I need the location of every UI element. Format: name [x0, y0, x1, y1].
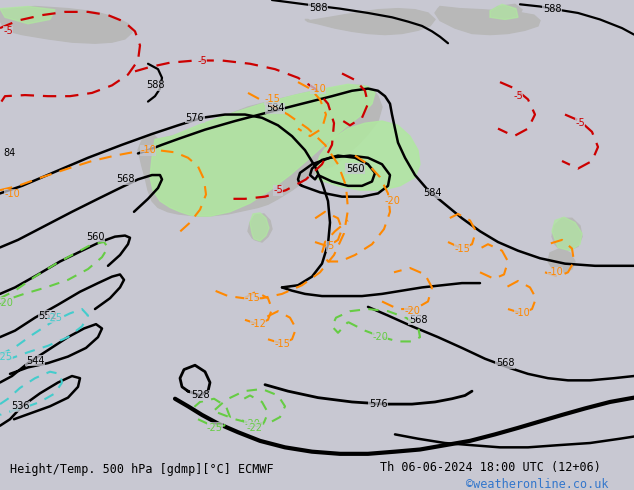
Polygon shape	[490, 4, 518, 20]
Text: 576: 576	[186, 113, 204, 123]
Text: 544: 544	[26, 356, 44, 366]
Polygon shape	[488, 4, 522, 20]
Text: -25: -25	[47, 313, 63, 323]
Text: 560: 560	[346, 164, 365, 173]
Text: 5: 5	[327, 242, 333, 251]
Text: -10: -10	[547, 268, 563, 277]
Text: ©weatheronline.co.uk: ©weatheronline.co.uk	[466, 478, 609, 490]
Polygon shape	[248, 214, 272, 242]
Text: -20: -20	[372, 332, 388, 342]
Polygon shape	[552, 218, 582, 251]
Text: -5: -5	[575, 118, 585, 128]
Text: 576: 576	[369, 399, 387, 409]
Text: -22: -22	[247, 423, 263, 433]
Text: -15: -15	[454, 244, 470, 253]
Text: 588: 588	[543, 3, 561, 14]
Text: 568: 568	[116, 174, 134, 184]
Text: Th 06-06-2024 18:00 UTC (12+06): Th 06-06-2024 18:00 UTC (12+06)	[380, 461, 601, 473]
Text: -5: -5	[197, 55, 207, 66]
Text: 552: 552	[39, 311, 57, 320]
Polygon shape	[250, 213, 269, 241]
Polygon shape	[138, 85, 382, 216]
Polygon shape	[552, 217, 582, 251]
Text: -5: -5	[3, 26, 13, 36]
Text: -10: -10	[4, 190, 20, 199]
Text: -25: -25	[207, 423, 223, 433]
Text: -10: -10	[514, 308, 530, 318]
Text: -10: -10	[140, 145, 156, 155]
Text: 584: 584	[266, 103, 284, 113]
Text: 588: 588	[309, 2, 327, 13]
Polygon shape	[150, 84, 375, 216]
Text: 528: 528	[191, 391, 209, 400]
Polygon shape	[548, 248, 575, 272]
Text: -12: -12	[250, 319, 266, 329]
Text: -15: -15	[244, 293, 260, 303]
Text: -20: -20	[244, 418, 260, 429]
Text: -5: -5	[513, 91, 523, 101]
Text: 568: 568	[409, 315, 427, 325]
Text: 84: 84	[4, 148, 16, 158]
Text: -15: -15	[274, 339, 290, 348]
Text: 536: 536	[11, 401, 29, 411]
Text: -5: -5	[273, 185, 283, 195]
Text: -10: -10	[310, 84, 326, 94]
Polygon shape	[0, 6, 55, 24]
Polygon shape	[0, 6, 132, 43]
Text: Height/Temp. 500 hPa [gdmp][°C] ECMWF: Height/Temp. 500 hPa [gdmp][°C] ECMWF	[10, 463, 273, 476]
Text: 560: 560	[86, 232, 104, 242]
Text: -20: -20	[404, 306, 420, 316]
Text: 584: 584	[423, 189, 441, 198]
Polygon shape	[435, 6, 540, 35]
Text: 568: 568	[496, 358, 514, 368]
Text: -20: -20	[0, 297, 13, 308]
Text: -20: -20	[384, 196, 400, 206]
Text: 588: 588	[146, 80, 164, 90]
Polygon shape	[315, 121, 420, 190]
Text: -15: -15	[264, 95, 280, 104]
Polygon shape	[305, 9, 435, 35]
Text: -25: -25	[0, 352, 13, 362]
